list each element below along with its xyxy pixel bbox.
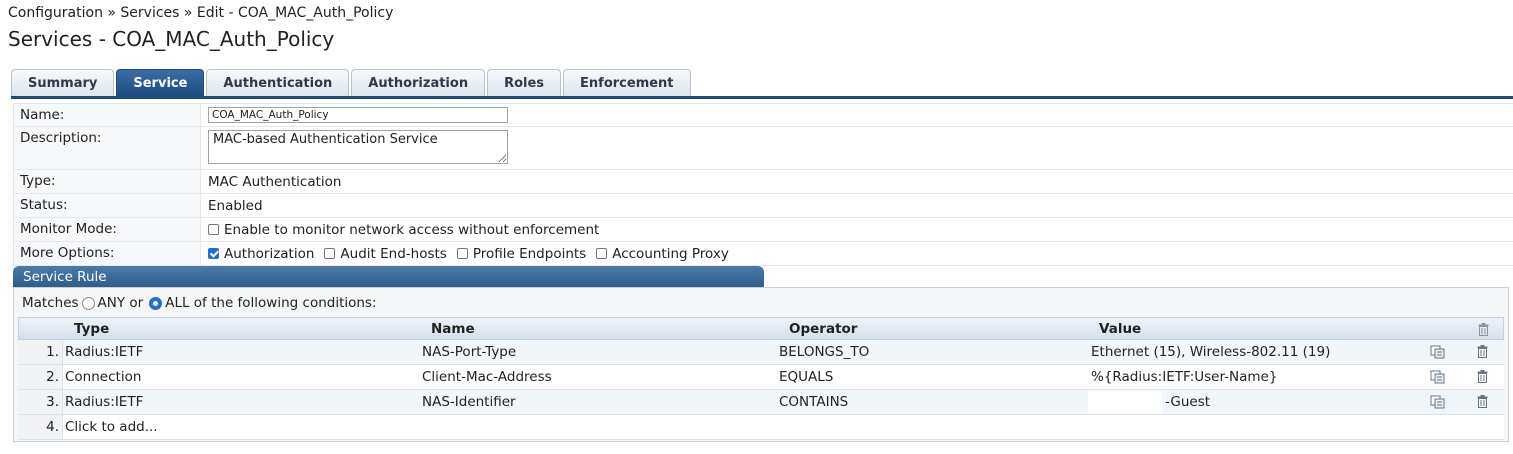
row-name: NAS-Identifier — [422, 394, 516, 410]
authorization-option-label: Authorization — [224, 245, 315, 262]
tab-summary[interactable]: Summary — [11, 69, 115, 97]
row-operator: BELONGS_TO — [779, 344, 870, 360]
status-row: Status: Enabled — [13, 194, 1513, 218]
page-title: Services - COA_MAC_Auth_Policy — [8, 27, 335, 51]
more-options-label: More Options: — [13, 242, 201, 265]
row-number: 2. — [18, 365, 63, 389]
type-label: Type: — [13, 170, 201, 193]
trash-icon[interactable] — [1477, 395, 1488, 408]
row-number: 3. — [18, 390, 63, 414]
tab-enforcement[interactable]: Enforcement — [563, 69, 691, 97]
accounting-proxy-checkbox[interactable] — [596, 248, 608, 259]
any-label: ANY or — [97, 295, 144, 311]
service-rule-panel: Matches ANY or ALL of the following cond… — [13, 287, 1509, 442]
profile-endpoints-option-label: Profile Endpoints — [472, 245, 587, 262]
click-to-add-link[interactable]: Click to add... — [65, 419, 158, 435]
authorization-checkbox[interactable] — [208, 248, 219, 259]
row-value: Ethernet (15), Wireless-802.11 (19) — [1091, 344, 1331, 360]
trash-icon[interactable] — [1477, 345, 1488, 358]
copy-icon[interactable] — [1430, 345, 1446, 359]
service-form: Name: Description: MAC-based Authenticat… — [13, 103, 1513, 266]
row-operator: CONTAINS — [779, 394, 849, 410]
tab-roles[interactable]: Roles — [487, 69, 562, 97]
description-row: Description: MAC-based Authentication Se… — [13, 127, 1513, 170]
delete-all-trash-icon[interactable] — [1478, 323, 1489, 336]
copy-icon[interactable] — [1430, 370, 1446, 384]
monitor-mode-row: Monitor Mode: Enable to monitor network … — [13, 218, 1513, 242]
table-row[interactable]: 1. Radius:IETF NAS-Port-Type BELONGS_TO … — [18, 340, 1504, 365]
service-rule-header: Service Rule — [13, 266, 764, 287]
row-value: %{Radius:IETF:User-Name} — [1091, 369, 1278, 385]
matches-selector: Matches ANY or ALL of the following cond… — [22, 295, 377, 311]
monitor-mode-option-label: Enable to monitor network access without… — [224, 221, 600, 238]
row-type: Connection — [65, 369, 142, 385]
description-label: Description: — [13, 127, 201, 169]
add-rule-row[interactable]: 4. Click to add... — [18, 415, 1504, 440]
monitor-mode-label: Monitor Mode: — [13, 218, 201, 241]
row-operator: EQUALS — [779, 369, 834, 385]
tab-underline — [11, 96, 1513, 99]
row-number: 4. — [18, 415, 63, 439]
row-name: NAS-Port-Type — [422, 344, 517, 360]
description-textarea[interactable]: MAC-based Authentication Service — [208, 130, 508, 164]
rules-table: Type Name Operator Value 1. Radius:IETF … — [18, 317, 1504, 440]
status-label: Status: — [13, 194, 201, 217]
profile-endpoints-checkbox[interactable] — [456, 248, 468, 259]
name-label: Name: — [13, 104, 201, 126]
row-type: Radius:IETF — [65, 344, 144, 360]
column-value: Value — [1099, 320, 1142, 337]
rules-table-header: Type Name Operator Value — [18, 317, 1504, 340]
all-label: ALL of the following conditions: — [165, 295, 377, 311]
monitor-mode-checkbox[interactable] — [208, 224, 219, 235]
audit-end-hosts-checkbox[interactable] — [324, 248, 336, 259]
row-name: Client-Mac-Address — [422, 369, 552, 385]
row-value: -Guest — [1165, 394, 1211, 410]
status-value: Enabled — [208, 197, 263, 214]
row-number: 1. — [18, 340, 63, 364]
breadcrumb[interactable]: Configuration » Services » Edit - COA_MA… — [8, 5, 394, 21]
more-options-row: More Options: Authorization Audit End-ho… — [13, 242, 1513, 266]
type-value: MAC Authentication — [208, 173, 342, 190]
table-row[interactable]: 3. Radius:IETF NAS-Identifier CONTAINS -… — [18, 390, 1504, 415]
tab-authorization[interactable]: Authorization — [351, 69, 486, 97]
all-radio[interactable] — [149, 296, 163, 310]
tab-bar: Summary Service Authentication Authoriza… — [11, 69, 693, 97]
name-row: Name: — [13, 103, 1513, 127]
name-input[interactable] — [208, 107, 508, 123]
value-redaction-block — [1088, 391, 1162, 414]
audit-end-hosts-option-label: Audit End-hosts — [340, 245, 447, 262]
type-row: Type: MAC Authentication — [13, 170, 1513, 194]
column-name: Name — [431, 320, 475, 337]
column-type: Type — [74, 320, 110, 337]
matches-label: Matches — [22, 295, 79, 311]
tab-authentication[interactable]: Authentication — [206, 69, 350, 97]
trash-icon[interactable] — [1477, 370, 1488, 383]
column-operator: Operator — [789, 320, 858, 337]
any-radio[interactable] — [81, 296, 95, 310]
row-type: Radius:IETF — [65, 394, 144, 410]
tab-service[interactable]: Service — [116, 69, 205, 97]
accounting-proxy-option-label: Accounting Proxy — [612, 245, 729, 262]
copy-icon[interactable] — [1430, 395, 1446, 409]
table-row[interactable]: 2. Connection Client-Mac-Address EQUALS … — [18, 365, 1504, 390]
